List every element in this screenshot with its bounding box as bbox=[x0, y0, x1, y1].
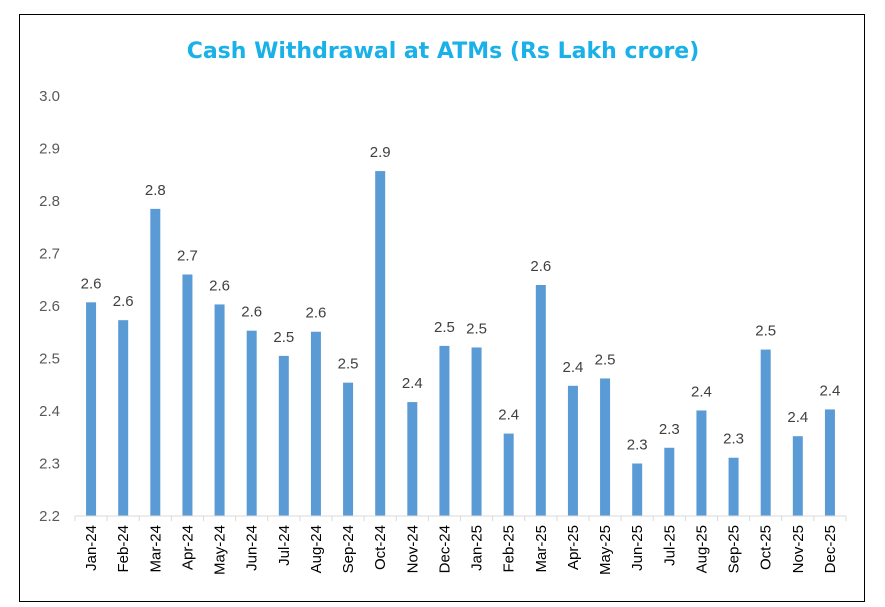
bar bbox=[246, 330, 257, 516]
x-tick-label: Dec-25 bbox=[822, 525, 839, 573]
bar bbox=[567, 385, 578, 516]
chart-title: Cash Withdrawal at ATMs (Rs Lakh crore) bbox=[187, 39, 700, 64]
y-tick-label: 2.4 bbox=[39, 403, 60, 420]
y-tick-label: 2.8 bbox=[39, 193, 60, 210]
x-tick-label: Sep-24 bbox=[340, 525, 357, 573]
data-label: 2.3 bbox=[627, 437, 648, 454]
data-label: 2.4 bbox=[820, 382, 841, 399]
bar bbox=[150, 208, 161, 516]
data-label: 2.5 bbox=[755, 323, 776, 340]
data-label: 2.6 bbox=[209, 277, 230, 294]
bar bbox=[632, 463, 643, 516]
x-tick-label: Mar-24 bbox=[147, 525, 164, 573]
data-label: 2.6 bbox=[530, 258, 551, 275]
data-label: 2.6 bbox=[241, 304, 262, 321]
data-label: 2.4 bbox=[787, 409, 808, 426]
data-label: 2.4 bbox=[691, 383, 712, 400]
bar bbox=[471, 347, 482, 516]
bar bbox=[86, 302, 97, 516]
bar bbox=[439, 345, 450, 516]
bar bbox=[824, 409, 835, 516]
bar bbox=[118, 320, 129, 516]
data-label: 2.6 bbox=[113, 293, 134, 310]
x-tick-label: Sep-25 bbox=[726, 525, 743, 573]
bar bbox=[728, 457, 739, 516]
data-label: 2.5 bbox=[434, 319, 455, 336]
data-label: 2.6 bbox=[81, 275, 102, 292]
bar bbox=[696, 410, 707, 516]
y-tick-label: 2.3 bbox=[39, 456, 60, 473]
data-label: 2.7 bbox=[177, 248, 198, 265]
x-tick-label: Feb-24 bbox=[115, 525, 132, 573]
data-label: 2.3 bbox=[659, 421, 680, 438]
data-label: 2.4 bbox=[563, 359, 584, 376]
bar bbox=[278, 355, 289, 516]
data-label: 2.5 bbox=[595, 351, 616, 368]
x-tick-label: Apr-25 bbox=[565, 525, 582, 570]
x-tick-label: May-25 bbox=[597, 525, 614, 575]
x-axis: Jan-24 Feb-24 Mar-24 Apr-24 May-24 Jun-24 Jul-… bbox=[74, 515, 847, 575]
data-label: 2.4 bbox=[498, 407, 519, 424]
x-tick-label: Dec-24 bbox=[436, 525, 453, 573]
x-tick-label: May-24 bbox=[212, 525, 229, 575]
bar bbox=[664, 447, 675, 516]
bar bbox=[407, 402, 418, 516]
y-tick-label: 2.7 bbox=[39, 246, 60, 263]
x-tick-label: Jul-25 bbox=[661, 525, 678, 566]
bar bbox=[310, 331, 321, 516]
data-labels: 2.6 2.6 2.8 2.7 2.6 2.6 2.5 2.6 2.5 2.9 2.4 2.5 2.5 2… bbox=[81, 144, 841, 453]
bar bbox=[343, 382, 354, 516]
data-label: 2.3 bbox=[723, 431, 744, 448]
x-tick-label: Aug-24 bbox=[308, 525, 325, 573]
data-label: 2.5 bbox=[466, 320, 487, 337]
y-tick-label: 2.6 bbox=[39, 298, 60, 315]
bar-chart: Cash Withdrawal at ATMs (Rs Lakh crore) … bbox=[39, 39, 847, 575]
bar bbox=[600, 378, 611, 516]
chart-frame: Cash Withdrawal at ATMs (Rs Lakh crore) … bbox=[19, 14, 865, 602]
x-tick-label: Jun-25 bbox=[629, 525, 646, 571]
data-label: 2.4 bbox=[402, 375, 423, 392]
bars bbox=[86, 171, 835, 516]
data-label: 2.9 bbox=[370, 144, 391, 161]
x-tick-label: Feb-25 bbox=[501, 525, 518, 573]
data-label: 2.8 bbox=[145, 182, 166, 199]
x-tick-label: Jan-25 bbox=[469, 525, 486, 571]
y-tick-label: 2.9 bbox=[39, 141, 60, 158]
x-tick-label: Oct-25 bbox=[758, 525, 775, 570]
bar bbox=[535, 285, 546, 516]
x-tick-label: Jun-24 bbox=[244, 525, 261, 571]
x-tick-label: Mar-25 bbox=[533, 525, 550, 573]
data-label: 2.6 bbox=[306, 305, 327, 322]
bar bbox=[214, 304, 225, 516]
bar bbox=[792, 436, 803, 516]
x-tick-label: Oct-24 bbox=[372, 525, 389, 570]
bar bbox=[182, 274, 193, 516]
bar bbox=[760, 349, 771, 516]
data-label: 2.5 bbox=[338, 356, 359, 373]
bar bbox=[375, 171, 386, 516]
y-tick-label: 2.2 bbox=[39, 508, 60, 525]
x-tick-label: Jul-24 bbox=[276, 525, 293, 566]
x-tick-label: Nov-25 bbox=[790, 525, 807, 573]
x-tick-label: Nov-24 bbox=[404, 525, 421, 573]
y-tick-label: 2.5 bbox=[39, 351, 60, 368]
x-tick-label: Jan-24 bbox=[83, 525, 100, 571]
x-tick-label: Aug-25 bbox=[693, 525, 710, 573]
y-axis: 2.2 2.3 2.4 2.5 2.6 2.7 2.8 2.9 3.0 bbox=[39, 88, 60, 525]
x-tick-label: Apr-24 bbox=[179, 525, 196, 570]
y-tick-label: 3.0 bbox=[39, 88, 60, 105]
data-label: 2.5 bbox=[273, 329, 294, 346]
bar bbox=[503, 433, 514, 516]
